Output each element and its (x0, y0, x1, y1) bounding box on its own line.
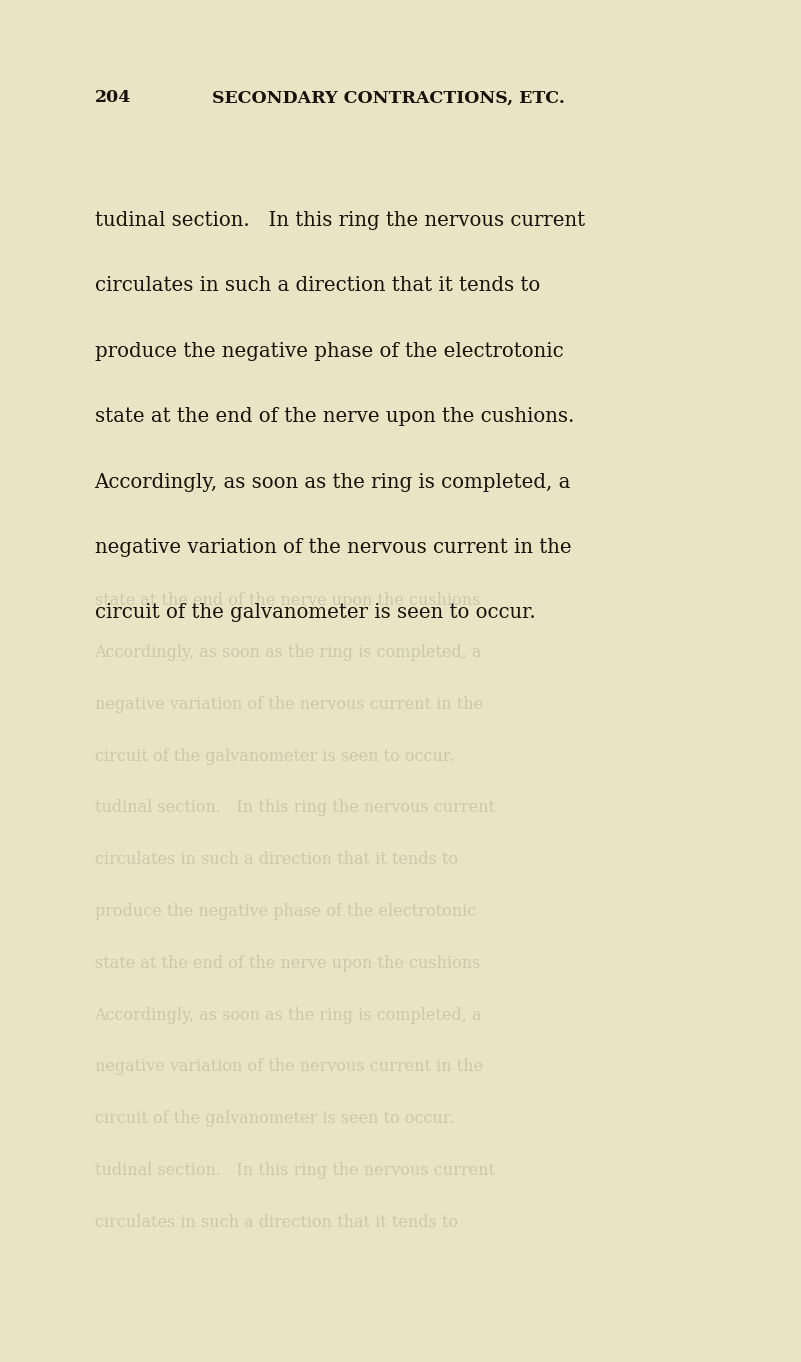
Text: circulates in such a direction that it tends to: circulates in such a direction that it t… (95, 1214, 457, 1230)
Text: produce the negative phase of the electrotonic: produce the negative phase of the electr… (95, 903, 476, 919)
Text: negative variation of the nervous current in the: negative variation of the nervous curren… (95, 696, 483, 712)
Text: circuit of the galvanometer is seen to occur.: circuit of the galvanometer is seen to o… (95, 748, 453, 764)
Text: 204: 204 (95, 90, 131, 106)
Text: tudinal section.   In this ring the nervous current: tudinal section. In this ring the nervou… (95, 1162, 494, 1178)
Text: state at the end of the nerve upon the cushions: state at the end of the nerve upon the c… (95, 592, 480, 609)
Text: state at the end of the nerve upon the cushions.: state at the end of the nerve upon the c… (95, 407, 574, 426)
Text: circuit of the galvanometer is seen to occur.: circuit of the galvanometer is seen to o… (95, 1110, 453, 1126)
Text: circulates in such a direction that it tends to: circulates in such a direction that it t… (95, 851, 457, 868)
Text: produce the negative phase of the electrotonic: produce the negative phase of the electr… (95, 342, 563, 361)
Text: tudinal section.   In this ring the nervous current: tudinal section. In this ring the nervou… (95, 211, 585, 230)
Text: tudinal section.   In this ring the nervous current: tudinal section. In this ring the nervou… (95, 799, 494, 816)
Text: state at the end of the nerve upon the cushions: state at the end of the nerve upon the c… (95, 955, 480, 971)
Text: circuit of the galvanometer is seen to occur.: circuit of the galvanometer is seen to o… (95, 603, 535, 622)
Text: Accordingly, as soon as the ring is completed, a: Accordingly, as soon as the ring is comp… (95, 1007, 482, 1023)
Text: negative variation of the nervous current in the: negative variation of the nervous curren… (95, 1058, 483, 1075)
Text: SECONDARY CONTRACTIONS, ETC.: SECONDARY CONTRACTIONS, ETC. (212, 90, 566, 106)
Text: Accordingly, as soon as the ring is completed, a: Accordingly, as soon as the ring is comp… (95, 473, 571, 492)
Text: circulates in such a direction that it tends to: circulates in such a direction that it t… (95, 276, 540, 296)
Text: negative variation of the nervous current in the: negative variation of the nervous curren… (95, 538, 571, 557)
Text: Accordingly, as soon as the ring is completed, a: Accordingly, as soon as the ring is comp… (95, 644, 482, 661)
